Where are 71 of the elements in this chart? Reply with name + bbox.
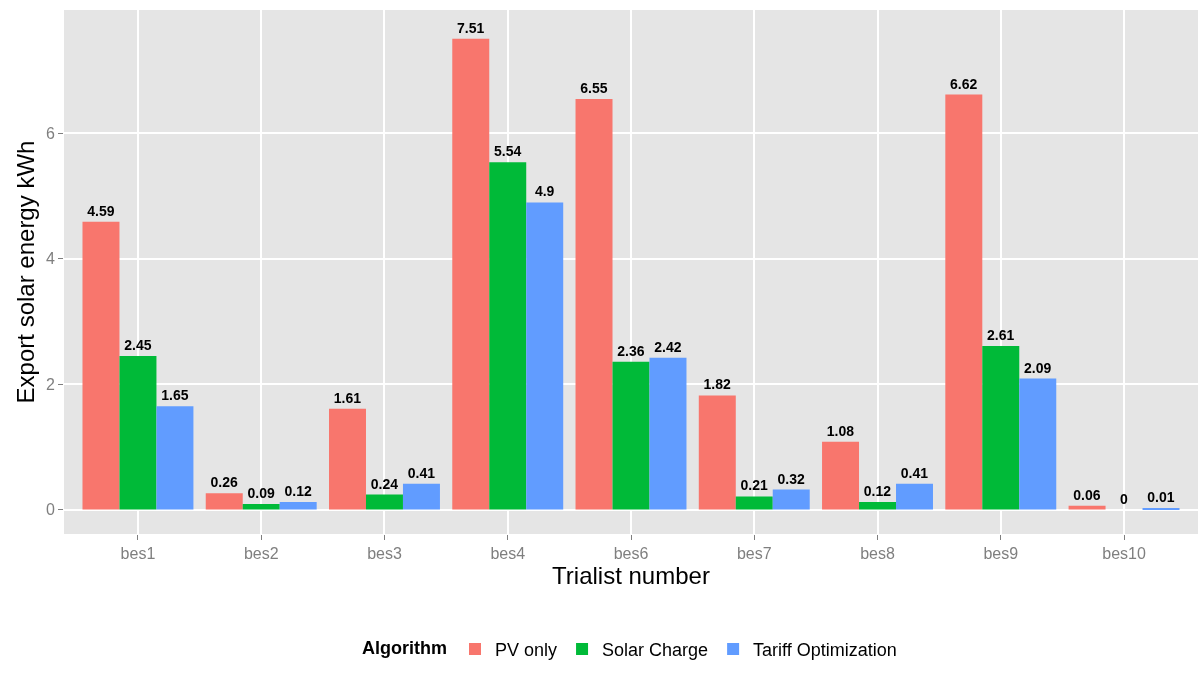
x-tick-label: bes3: [367, 545, 402, 563]
data-label: 0.32: [777, 470, 805, 487]
bar: [205, 493, 243, 510]
bar: [896, 483, 933, 510]
data-label: 1.65: [161, 387, 189, 404]
data-label: 2.61: [987, 326, 1015, 343]
data-label: 2.42: [654, 338, 682, 355]
bar: [945, 94, 983, 510]
bar: [452, 38, 490, 510]
bar: [575, 99, 613, 510]
x-tick-label: bes7: [736, 545, 772, 563]
bar: [489, 162, 527, 510]
bar: [772, 489, 810, 510]
data-label: 4.59: [87, 202, 115, 219]
bar: [82, 221, 120, 510]
data-label: 0: [1120, 490, 1129, 507]
data-label: 1.82: [703, 376, 732, 393]
x-tick-label: bes9: [983, 545, 1019, 563]
data-label: 2.09: [1024, 359, 1052, 376]
data-label: 0.26: [210, 474, 238, 491]
bar: [1068, 505, 1106, 510]
x-tick-label: bes2: [243, 545, 279, 563]
data-label: 0.12: [284, 483, 312, 500]
bar: [982, 345, 1020, 510]
data-label: 2.45: [124, 336, 152, 353]
data-label: 0.12: [863, 483, 892, 500]
data-label: 6.55: [580, 80, 608, 96]
legend-label: Solar Charge: [602, 640, 709, 660]
data-label: 4.9: [534, 183, 555, 200]
bar: [365, 494, 403, 510]
data-label: 1.61: [333, 389, 362, 406]
bar: [822, 441, 860, 510]
legend-label: Tariff Optimization: [753, 640, 897, 660]
bar: [279, 502, 317, 510]
bar: [402, 483, 440, 510]
bar: [156, 406, 194, 510]
y-tick-label: 0: [45, 501, 55, 519]
bar: [735, 496, 773, 510]
y-tick-label: 2: [45, 375, 55, 393]
data-label: 2.36: [617, 342, 645, 359]
bar: [649, 357, 687, 510]
legend-title: Algorithm: [362, 638, 447, 659]
x-tick-label: bes1: [120, 545, 156, 563]
x-tick-label: bes8: [860, 545, 895, 563]
bar: [329, 408, 366, 510]
data-label: 5.54: [494, 143, 522, 160]
bar: [612, 361, 650, 510]
bar: [526, 202, 564, 510]
y-axis-title: Export solar energy kWh: [11, 140, 39, 404]
data-label: 7.51: [457, 19, 485, 36]
bar: [859, 502, 897, 510]
data-label: 0.24: [370, 475, 399, 492]
data-label: 0.09: [247, 484, 275, 501]
data-label: 1.08: [826, 422, 855, 439]
data-label: 0.21: [740, 477, 768, 494]
x-tick-label: bes6: [613, 545, 649, 563]
data-label: 0.01: [1147, 489, 1175, 505]
data-label: 0.41: [900, 464, 929, 481]
data-label: 0.06: [1073, 486, 1101, 503]
y-tick-label: 6: [45, 125, 55, 143]
data-label: 6.62: [950, 75, 978, 92]
bar: [119, 355, 157, 510]
y-tick-label: 4: [45, 250, 55, 268]
bar: [698, 395, 736, 510]
x-tick-label: bes10: [1102, 545, 1146, 563]
legend-label: PV only: [495, 640, 558, 660]
data-label: 0.41: [407, 464, 436, 481]
bar: [242, 503, 280, 510]
x-tick-label: bes4: [490, 545, 526, 563]
x-axis-title: Trialist number: [552, 562, 710, 590]
bar: [1019, 378, 1057, 510]
